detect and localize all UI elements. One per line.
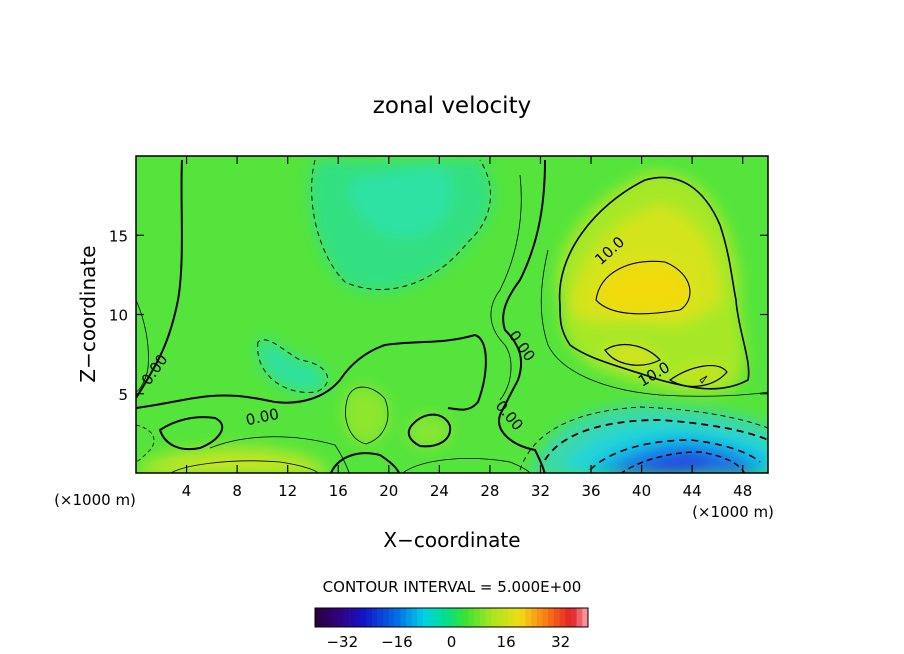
colorbar-swatch bbox=[406, 608, 412, 627]
colorbar-swatch bbox=[423, 608, 430, 627]
x-tick-label: 8 bbox=[232, 482, 242, 500]
x-tick-label: 16 bbox=[329, 482, 348, 500]
colorbar-swatch bbox=[337, 608, 344, 627]
x-unit-right: (×1000 m) bbox=[692, 503, 774, 521]
x-tick-label: 28 bbox=[480, 482, 499, 500]
colorbar-swatch bbox=[315, 608, 321, 627]
colorbar-swatch bbox=[553, 608, 560, 627]
contour-interval-text: CONTOUR INTERVAL = 5.000E+00 bbox=[323, 578, 582, 596]
colorbar-swatch bbox=[417, 608, 424, 627]
colorbar-tick-labels: −32 −16 0 16 32 bbox=[326, 633, 570, 651]
colorbar-swatch bbox=[519, 608, 526, 627]
colorbar-swatch bbox=[462, 608, 469, 627]
y-tick-label: 10 bbox=[109, 307, 128, 325]
colorbar-swatch bbox=[388, 608, 395, 627]
x-tick-label: 20 bbox=[379, 482, 398, 500]
colorbar-swatch bbox=[360, 608, 367, 627]
colorbar-swatch bbox=[400, 608, 407, 627]
x-tick-label: 4 bbox=[182, 482, 192, 500]
colorbar-swatch bbox=[366, 608, 373, 627]
colorbar-swatch bbox=[349, 608, 356, 627]
colorbar-swatch bbox=[474, 608, 481, 627]
colorbar-tick-label: −32 bbox=[326, 633, 358, 651]
colorbar-swatch bbox=[457, 608, 464, 627]
x-tick-label: 12 bbox=[278, 482, 297, 500]
x-tick-label: 48 bbox=[733, 482, 752, 500]
colorbar-swatch bbox=[559, 608, 566, 627]
colorbar-frame bbox=[314, 607, 589, 628]
colorbar-swatch bbox=[536, 608, 543, 627]
y-tick-label: 5 bbox=[118, 386, 128, 404]
colorbar-swatch bbox=[428, 608, 435, 627]
colorbar-swatch bbox=[531, 608, 538, 627]
colorbar-swatch bbox=[451, 608, 458, 627]
colorbar-tick-label: −16 bbox=[381, 633, 413, 651]
colorbar-swatch bbox=[468, 608, 475, 627]
colorbar-swatch bbox=[320, 608, 327, 627]
x-axis: 4 8 12 16 20 24 28 32 36 40 44 48 bbox=[182, 156, 752, 500]
colorbar-tick-label: 32 bbox=[551, 633, 570, 651]
colorbar-swatch bbox=[434, 608, 441, 627]
colorbar-swatch bbox=[445, 608, 452, 627]
colorbar-swatch bbox=[354, 608, 361, 627]
colorbar-swatch bbox=[377, 608, 384, 627]
colorbar-swatch bbox=[343, 608, 350, 627]
colorbar-tick-label: 16 bbox=[497, 633, 516, 651]
colorbar-swatch bbox=[508, 608, 515, 627]
colorbar-swatch bbox=[371, 608, 378, 627]
colorbar-swatch bbox=[570, 608, 577, 627]
x-unit-left: (×1000 m) bbox=[54, 491, 136, 509]
colorbar-swatch bbox=[582, 608, 589, 627]
colorbar-swatch bbox=[485, 608, 492, 627]
colorbar-swatch bbox=[332, 608, 339, 627]
colorbar-swatch bbox=[491, 608, 498, 627]
colorbar bbox=[314, 607, 589, 628]
colorbar-swatch bbox=[502, 608, 509, 627]
chart-title: zonal velocity bbox=[373, 93, 531, 119]
colorbar-tick-label: 0 bbox=[447, 633, 457, 651]
y-axis: 5 10 15 bbox=[109, 227, 768, 404]
colorbar-swatch bbox=[383, 608, 390, 627]
colorbar-swatch bbox=[525, 608, 532, 627]
y-axis-label: Z−coordinate bbox=[76, 245, 100, 382]
colorbar-swatch bbox=[542, 608, 549, 627]
colorbar-swatch bbox=[326, 608, 333, 627]
x-tick-label: 36 bbox=[581, 482, 600, 500]
y-tick-label: 15 bbox=[109, 227, 128, 245]
colorbar-swatch bbox=[576, 608, 583, 627]
x-tick-label: 32 bbox=[531, 482, 550, 500]
colorbar-swatch bbox=[479, 608, 486, 627]
colorbar-swatch bbox=[514, 608, 521, 627]
x-tick-label: 24 bbox=[430, 482, 449, 500]
colorbar-swatch bbox=[565, 608, 572, 627]
x-tick-label: 44 bbox=[683, 482, 702, 500]
colorbar-swatch bbox=[440, 608, 447, 627]
colorbar-swatch bbox=[497, 608, 503, 627]
x-tick-label: 40 bbox=[632, 482, 651, 500]
colorbar-swatch bbox=[548, 608, 555, 627]
colorbar-swatch bbox=[411, 608, 418, 627]
colorbar-swatch bbox=[394, 608, 401, 627]
x-axis-label: X−coordinate bbox=[383, 528, 520, 552]
